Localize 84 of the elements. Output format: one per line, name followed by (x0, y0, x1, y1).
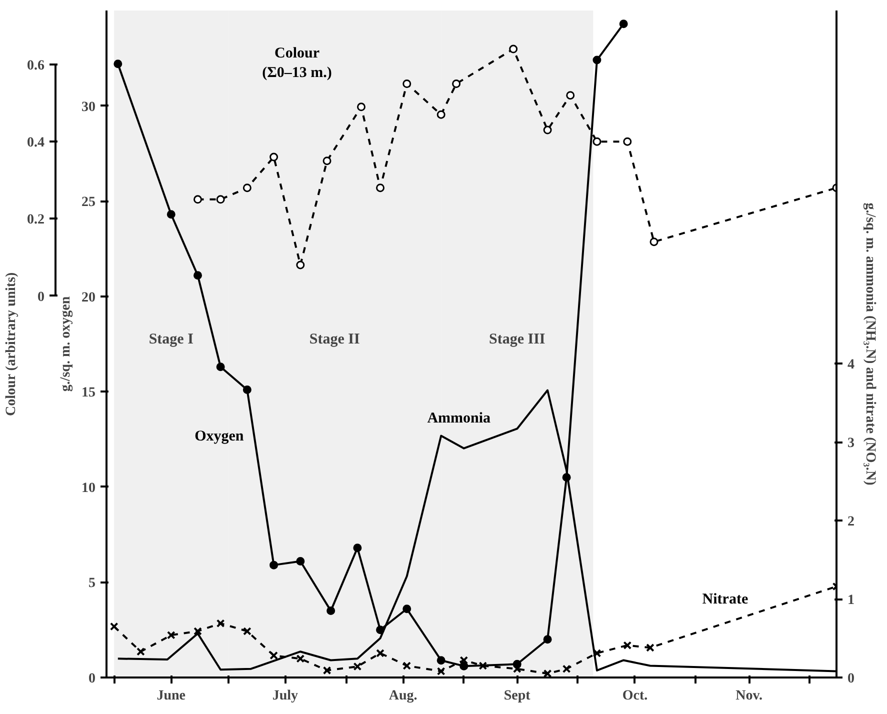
x-tick-label: July (272, 688, 298, 704)
point (566, 91, 575, 100)
y3-tick-label: 0.4 (27, 136, 44, 151)
point (623, 641, 632, 650)
point (270, 560, 278, 570)
text: Colour (Σ0–13 m.) (262, 46, 332, 81)
x-tick-label: Aug. (388, 688, 418, 704)
point (216, 195, 225, 204)
point (619, 20, 628, 28)
point (402, 604, 412, 614)
y2-tick-label: 0 (848, 672, 854, 686)
point (166, 630, 176, 640)
series-label: Oxygen (194, 428, 244, 445)
x-tick-label: Oct. (622, 688, 648, 704)
point (242, 184, 252, 192)
point (356, 102, 366, 112)
point (402, 662, 412, 670)
point (326, 606, 336, 616)
point (194, 627, 202, 636)
y-tick-label: 0 (88, 672, 96, 686)
y-tick-label: 30 (82, 100, 96, 115)
band-label: Stage I (148, 331, 194, 348)
point (322, 666, 332, 675)
x-tick-label: June (156, 688, 186, 704)
y-axis-title: g./sq. m. oxygen (58, 296, 74, 392)
y2-tick-label: 4 (848, 358, 854, 373)
y-tick-label: 25 (82, 195, 96, 210)
point (353, 662, 362, 671)
point (376, 184, 384, 192)
point (592, 648, 602, 658)
point (562, 664, 571, 674)
point (543, 669, 552, 678)
point (110, 622, 118, 631)
y2-tick-label: 3 (848, 436, 854, 452)
point (194, 271, 202, 280)
y-tick-label: 5 (88, 576, 96, 592)
point (460, 656, 468, 664)
y2-tick-label: 1 (848, 593, 854, 608)
point (136, 647, 145, 656)
x-tick-label: Sept (504, 688, 531, 704)
point (402, 80, 412, 88)
point (296, 557, 305, 566)
point (650, 238, 658, 246)
point (270, 152, 278, 162)
y-tick-label: 10 (82, 480, 96, 496)
point (322, 156, 332, 166)
y-tick-label: 15 (82, 386, 96, 401)
point (296, 654, 305, 663)
point (270, 651, 278, 660)
point (509, 44, 518, 54)
point (436, 110, 446, 119)
y2-axis-title: g./sq. m. ammonia (NH₃.N) and nitrate (NO₃.N) (862, 202, 878, 486)
point (216, 362, 225, 372)
point (194, 195, 202, 204)
y3-axis-title: Colour (arbitrary units) (4, 272, 19, 416)
y3-tick-label: 0.6 (27, 58, 44, 74)
point (114, 60, 122, 68)
y3-tick-label: 0.2 (27, 212, 44, 228)
point (646, 644, 654, 652)
point (592, 137, 602, 146)
point (543, 126, 552, 134)
point (166, 210, 176, 219)
point (460, 662, 468, 670)
band-label: Stage III (488, 331, 546, 348)
y3-tick-label: 0 (38, 290, 44, 305)
x-tick-label: Nov. (736, 688, 762, 704)
point (216, 619, 225, 628)
point (543, 635, 552, 644)
point (436, 667, 446, 676)
series-label: Nitrate (702, 592, 748, 608)
point (436, 656, 446, 665)
point (452, 80, 461, 88)
band-label: Stage II (309, 331, 360, 348)
series-label: Ammonia (427, 410, 492, 426)
y-tick-label: 20 (82, 290, 96, 306)
point (242, 627, 252, 636)
point (242, 385, 252, 394)
point (478, 662, 488, 670)
y2-tick-label: 2 (848, 514, 854, 530)
point (376, 648, 384, 658)
point (296, 260, 305, 270)
point (592, 56, 602, 64)
point (623, 137, 632, 146)
point (353, 544, 362, 552)
